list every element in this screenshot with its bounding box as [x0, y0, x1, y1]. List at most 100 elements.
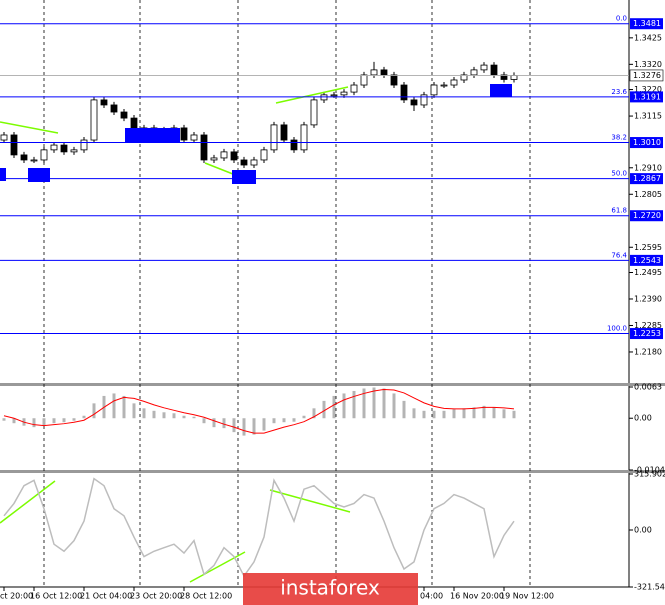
y-tick-label: 1.3425 [634, 33, 662, 42]
candle-body [450, 79, 458, 86]
x-tick-label: ct 20:00 [0, 592, 33, 601]
y-tick-label: 1.2495 [634, 268, 662, 277]
macd-bar [92, 403, 96, 419]
candle-body [300, 124, 308, 151]
watermark: instaforex [243, 573, 418, 605]
macd-bar [72, 418, 76, 421]
x-tick-label: 16 Oct 12:00 [30, 592, 82, 601]
candle-body [100, 99, 108, 106]
macd-bar [142, 408, 146, 419]
fib-label: 76.4 [611, 251, 627, 259]
macd-bar [122, 395, 126, 419]
candle-body [70, 149, 78, 153]
fib-label: 23.6 [611, 88, 627, 96]
y-tick-label: 1.2595 [634, 243, 662, 252]
last-price-label: 1.3276 [633, 71, 661, 80]
y-tick-label: 1.2285 [634, 321, 662, 330]
fib-label: 100.0 [607, 325, 627, 333]
y-tick-label: 0.0063 [634, 383, 662, 392]
macd-bar [432, 410, 436, 419]
macd-bar [162, 412, 166, 419]
fib-price-label: 1.2543 [633, 256, 661, 265]
fib-price-box [630, 254, 663, 266]
macd-bar [412, 408, 416, 419]
macd-bar [152, 410, 156, 419]
y-tick-label: -0.01044 [634, 466, 665, 475]
macd-bar [382, 388, 386, 419]
x-tick-label: 23 Oct 20:00 [130, 592, 182, 601]
macd-bar [232, 418, 236, 433]
candle-body [490, 64, 498, 76]
macd-bar [402, 400, 406, 419]
candle-body [380, 69, 388, 76]
y-tick-label: 1.2910 [634, 163, 662, 172]
macd-bar [492, 407, 496, 419]
candle-body [370, 69, 378, 76]
macd-bar [372, 387, 376, 419]
candle-body [200, 134, 208, 161]
candle-body [410, 99, 418, 106]
panel-divider [0, 383, 665, 386]
macd-bar [52, 418, 56, 424]
price-panel [0, 61, 518, 169]
candle-body [60, 144, 68, 153]
candle-body [430, 84, 438, 96]
fib-price-label: 1.2867 [633, 174, 661, 183]
candle-body [250, 159, 258, 166]
macd-bar [132, 403, 136, 419]
candle-body [40, 149, 48, 161]
fib-label: 61.8 [611, 207, 627, 215]
macd-bar [442, 410, 446, 419]
candle-body [50, 144, 58, 151]
candle-body [360, 74, 368, 86]
y-tick-label: 315.9023 [634, 470, 665, 479]
macd-bar [502, 409, 506, 419]
candle-body [120, 111, 128, 119]
fib-price-box [630, 91, 663, 103]
candle-body [230, 151, 238, 161]
macd-bar [322, 400, 326, 419]
fib-price-label: 1.2253 [633, 329, 661, 338]
macd-bar [292, 418, 296, 422]
macd-bar [42, 418, 46, 426]
fib-price-label: 1.3191 [633, 92, 661, 101]
macd-bar [342, 393, 346, 419]
macd-bar [192, 416, 196, 419]
y-tick-label: 0.00 [634, 525, 652, 534]
candle-body [260, 149, 268, 161]
fib-price-box [630, 328, 663, 340]
candle-body [390, 74, 398, 86]
y-tick-label: 1.2390 [634, 294, 662, 303]
macd-bar [82, 415, 86, 419]
candle-body [400, 84, 408, 101]
x-tick-label: 28 Oct 12:00 [180, 592, 232, 601]
candle-body [0, 134, 8, 141]
candle-body [440, 84, 448, 87]
candle-body [500, 74, 508, 80]
candle-body [270, 124, 278, 151]
macd-signal [3, 388, 515, 434]
candle-body [340, 91, 348, 96]
macd-bar [2, 418, 6, 421]
macd-bar [462, 408, 466, 419]
candle-body [470, 69, 478, 76]
macd-bar [332, 395, 336, 419]
macd-bar [172, 413, 176, 419]
zones [0, 84, 512, 184]
trend-lines [0, 86, 351, 583]
y-tick-label: 0.00 [634, 414, 652, 423]
y-tick-label: 1.3115 [634, 112, 662, 121]
macd-bar [302, 415, 306, 419]
candle-body [20, 154, 28, 161]
y-tick-label: 1.2180 [634, 347, 662, 356]
candle-body [460, 74, 468, 81]
panel-divider [0, 470, 665, 473]
fib-price-box [630, 137, 663, 149]
candle-body [420, 94, 428, 106]
y-tick-label: 1.2805 [634, 190, 662, 199]
y-tick-label: 1.3320 [634, 60, 662, 69]
macd-bar [12, 418, 16, 424]
candle-body [30, 159, 38, 162]
candle-body [320, 94, 328, 101]
